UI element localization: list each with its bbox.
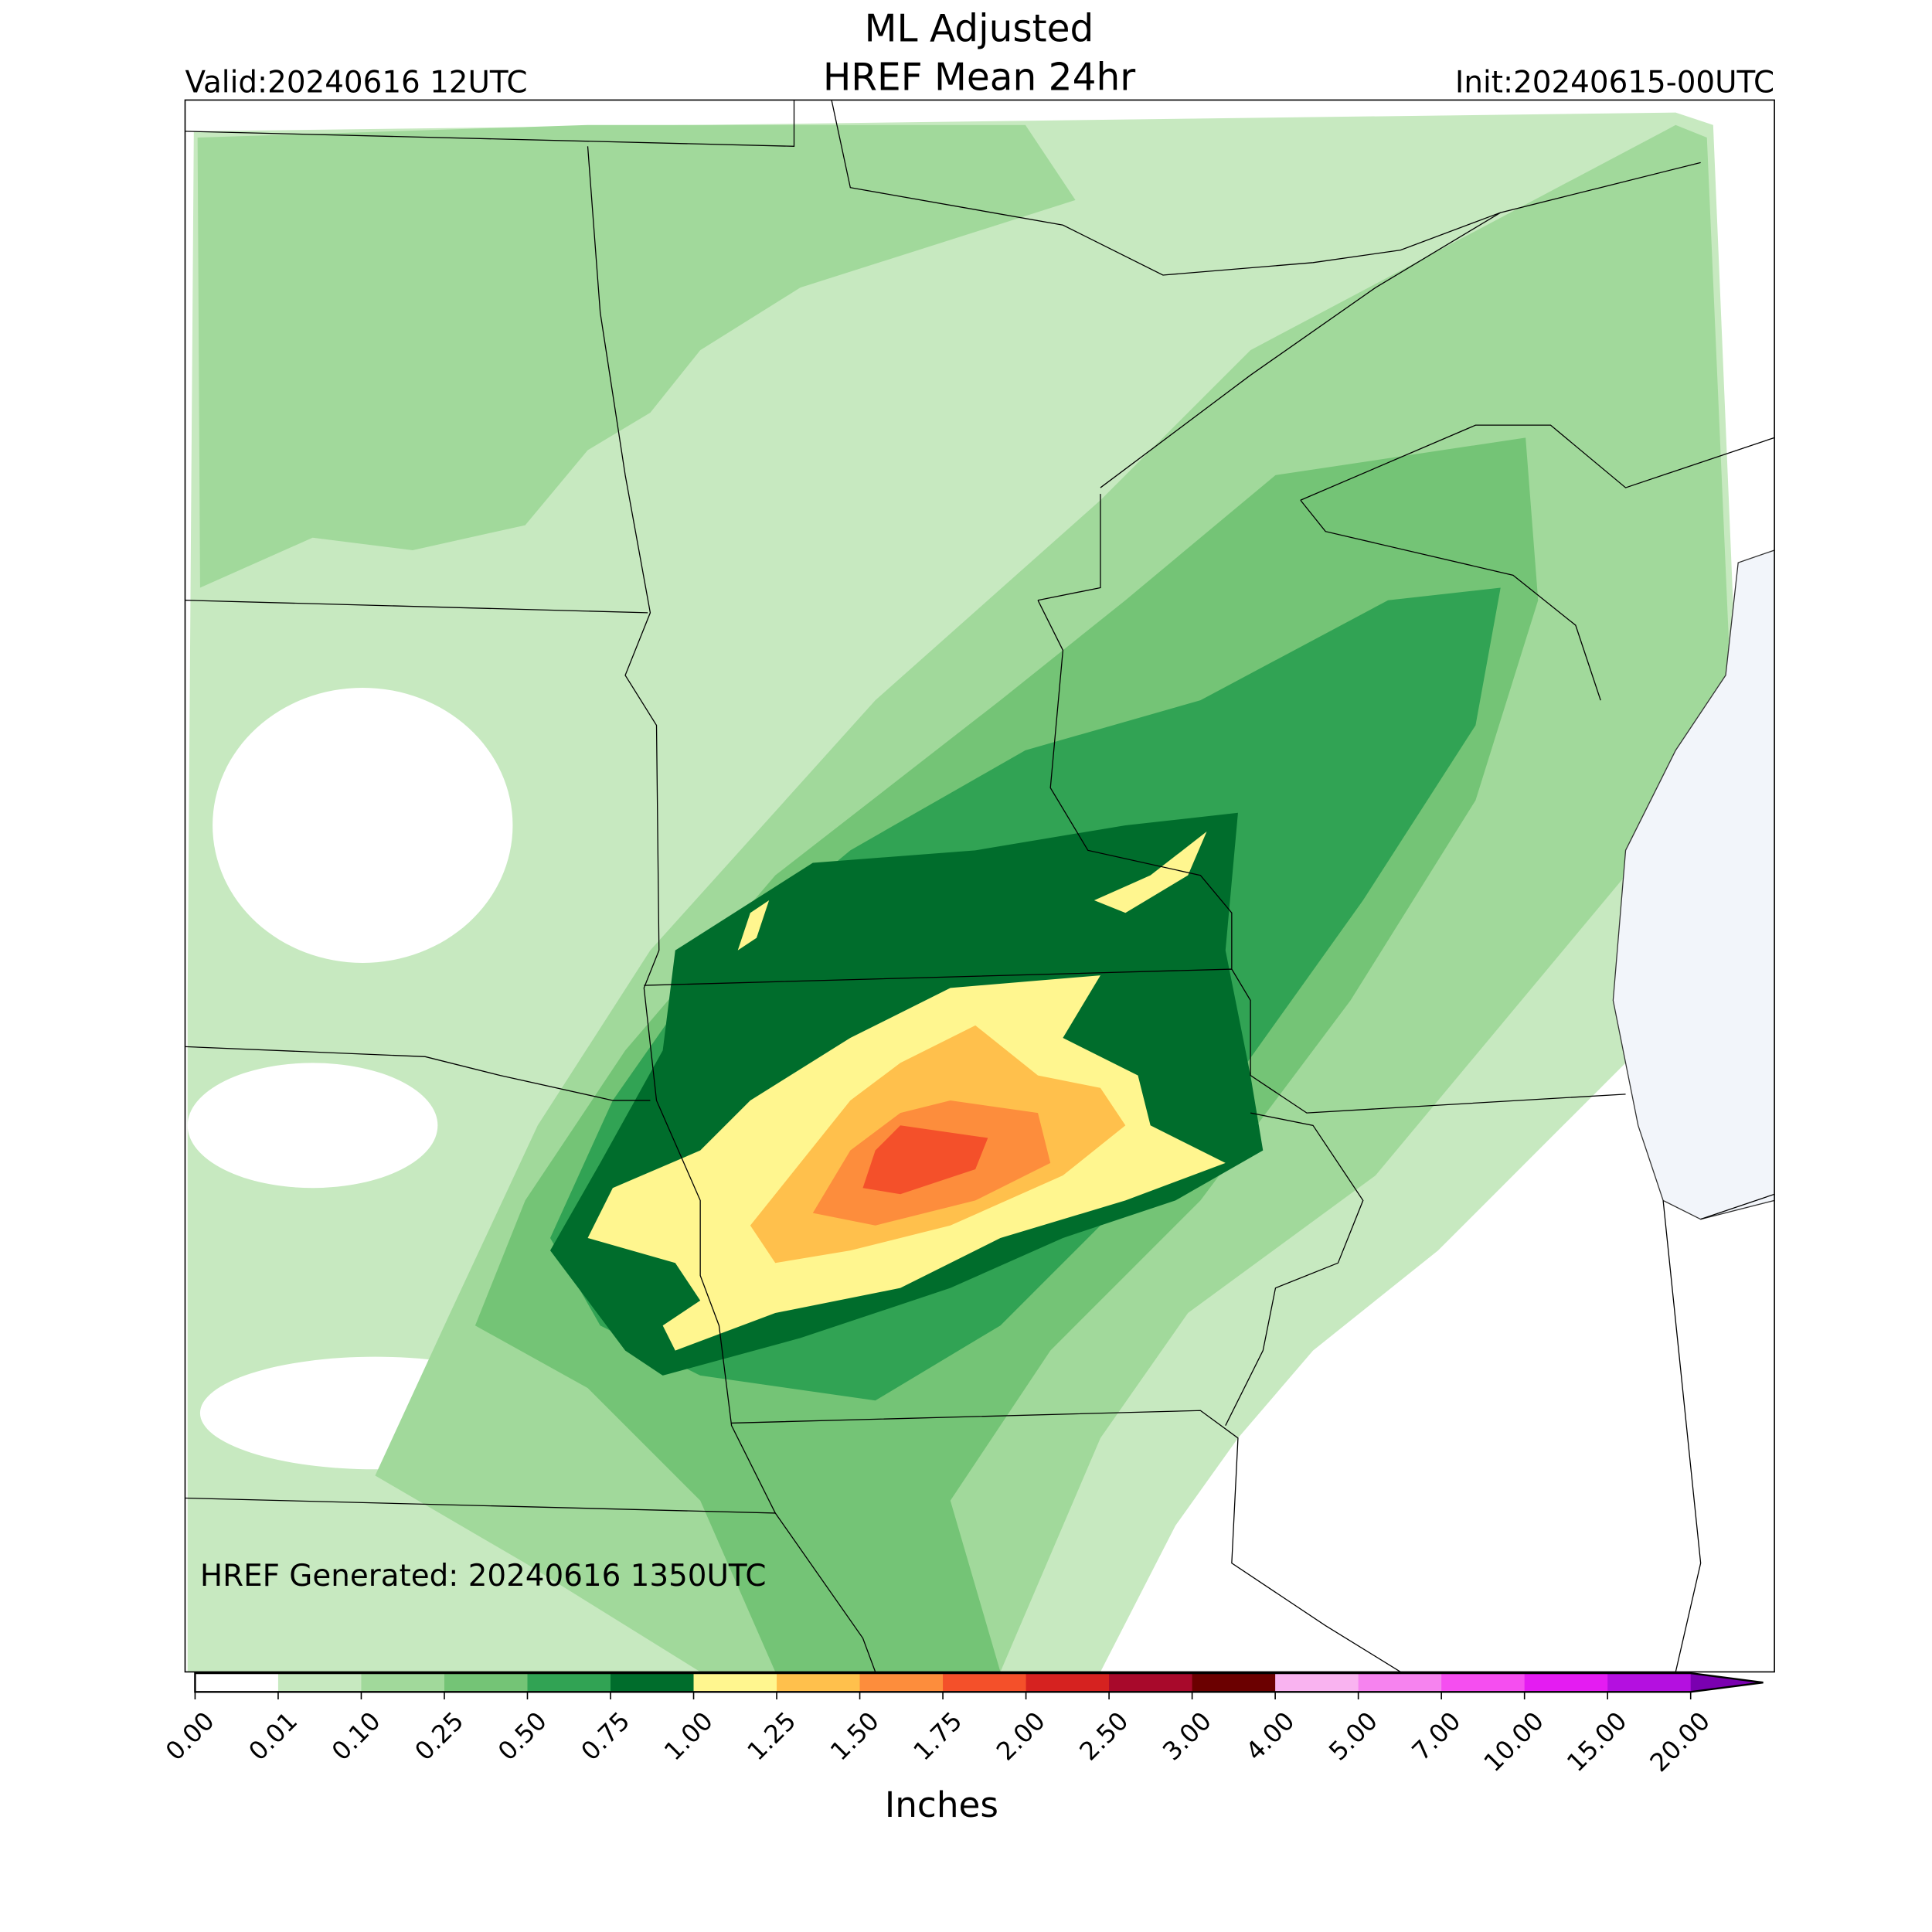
colorbar-tick-label: 15.00 [1561, 1706, 1632, 1777]
colorbar-outline [194, 1672, 1764, 1693]
colorbar-tick-label: 3.00 [1157, 1706, 1217, 1767]
colorbar-segment [444, 1673, 528, 1692]
colorbar-segment [1358, 1673, 1442, 1692]
colorbar-segment [1192, 1673, 1276, 1692]
colorbar-segment [859, 1673, 944, 1692]
colorbar-tick-label: 0.50 [492, 1706, 553, 1767]
precip-area [862, 1125, 988, 1195]
colorbar-segment [611, 1673, 695, 1692]
precip-area [737, 900, 770, 951]
colorbar-segment [527, 1673, 611, 1692]
colorbar-segment [361, 1673, 445, 1692]
title-line: HREF Mean 24hr [823, 56, 1135, 100]
valid-time: Valid:20240616 12UTC [185, 66, 527, 100]
colorbar-tick-label: 0.00 [160, 1706, 220, 1767]
colorbar-tick-label: 0.01 [243, 1706, 303, 1767]
colorbar-tick-label: 0.25 [409, 1706, 469, 1767]
colorbar-tick-label: 10.00 [1478, 1706, 1549, 1777]
map [185, 100, 1775, 1672]
colorbar-tick-label: 20.00 [1645, 1706, 1716, 1777]
colorbar-label: Inches [885, 1784, 998, 1825]
colorbar-segment [1607, 1673, 1692, 1692]
precip-area [197, 124, 1076, 588]
lake-michigan [1612, 549, 1775, 1220]
generated-note: HREF Generated: 20240616 1350UTC [200, 1559, 767, 1594]
colorbar-segment [777, 1673, 861, 1692]
title-line: ML Adjusted [865, 7, 1094, 50]
precip-area [1094, 832, 1207, 913]
colorbar-extension [1690, 1673, 1764, 1692]
colorbar-tick-label: 1.00 [658, 1706, 719, 1767]
colorbar-tick-label: 0.10 [326, 1706, 386, 1767]
colorbar-segment [1524, 1673, 1608, 1692]
colorbar-segment [1026, 1673, 1110, 1692]
colorbar-tick-label: 1.75 [908, 1706, 968, 1767]
colorbar-tick-label: 5.00 [1323, 1706, 1383, 1767]
colorbar-tick-label: 7.00 [1406, 1706, 1467, 1767]
init-time: Init:20240615-00UTC [1455, 66, 1774, 100]
colorbar-tick-label: 2.50 [1074, 1706, 1134, 1767]
colorbar: 0.00 0.01 0.10 0.25 0.50 0.75 1.00 1.25 1.50 1.75… [160, 1672, 1764, 1777]
colorbar-tick-label: 0.75 [576, 1706, 636, 1767]
colorbar-tick-label: 2.00 [991, 1706, 1051, 1767]
dry-area [213, 687, 513, 963]
boundaries [185, 100, 1775, 1672]
colorbar-segment [1109, 1673, 1193, 1692]
colorbar-segment [1275, 1673, 1359, 1692]
colorbar-segment [277, 1673, 362, 1692]
colorbar-segment [195, 1673, 279, 1692]
colorbar-tick-label: 4.00 [1240, 1706, 1301, 1767]
colorbar-segment [943, 1673, 1027, 1692]
map-frame [184, 99, 1775, 1673]
colorbar-tick-label: 1.25 [742, 1706, 802, 1767]
dry-area [187, 1063, 438, 1189]
colorbar-segment [693, 1673, 777, 1692]
colorbar-segment [1441, 1673, 1526, 1692]
colorbar-tick-label: 1.50 [825, 1706, 885, 1767]
